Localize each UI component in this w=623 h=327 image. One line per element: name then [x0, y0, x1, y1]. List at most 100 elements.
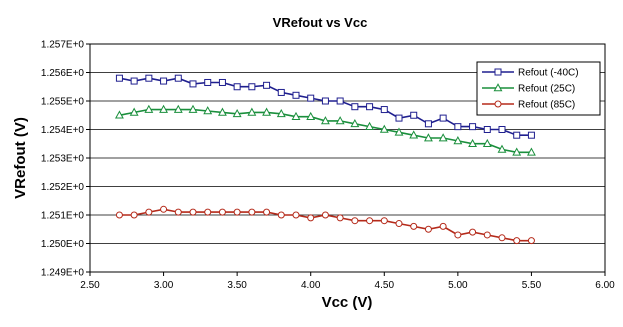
chart-title: VRefout vs Vcc: [273, 15, 368, 30]
y-tick-label: 1.255E+0: [41, 97, 85, 108]
data-point: [144, 104, 154, 113]
data-point: [160, 77, 168, 85]
data-point: [115, 74, 123, 82]
y-tick-label: 1.254E+0: [41, 125, 85, 136]
x-tick-label: 4.50: [375, 280, 395, 291]
data-point: [454, 123, 462, 131]
series-square: [115, 74, 535, 139]
data-point: [173, 104, 183, 113]
x-tick-label: 4.00: [301, 280, 321, 291]
y-axis-label: VRefout (V): [12, 117, 29, 199]
data-point: [366, 217, 374, 225]
data-point: [307, 94, 315, 102]
data-point: [189, 208, 197, 216]
data-point: [351, 217, 359, 225]
x-tick-label: 5.00: [448, 280, 468, 291]
data-point: [204, 78, 212, 86]
data-point: [263, 208, 271, 216]
data-point: [469, 123, 477, 131]
x-tick-label: 6.00: [595, 280, 615, 291]
x-tick-label: 3.50: [227, 280, 247, 291]
data-point: [276, 108, 286, 118]
data-point: [453, 136, 463, 145]
data-point: [482, 138, 492, 148]
data-point: [218, 208, 226, 216]
data-point: [336, 97, 344, 105]
data-point: [114, 110, 124, 119]
x-tick-label: 5.50: [522, 280, 542, 291]
data-point: [409, 130, 419, 139]
legend-label: Refout (25C): [518, 84, 575, 95]
data-point: [454, 231, 462, 239]
data-point: [248, 208, 256, 216]
data-point: [306, 111, 316, 120]
data-point: [263, 81, 271, 89]
data-point: [439, 222, 447, 230]
data-point: [394, 127, 404, 136]
data-point: [291, 111, 301, 120]
data-point: [247, 107, 257, 116]
data-point: [307, 214, 315, 222]
data-point: [320, 116, 330, 125]
x-axis-label: Vcc (V): [322, 294, 373, 311]
legend-marker: [494, 68, 502, 76]
data-point: [366, 103, 374, 111]
data-point: [468, 138, 478, 148]
data-point: [130, 77, 138, 85]
data-point: [203, 106, 213, 115]
data-point: [218, 78, 226, 86]
data-point: [292, 211, 300, 219]
series-circle: [115, 205, 535, 245]
x-tick-label: 3.00: [154, 280, 174, 291]
legend-label: Refout (-40C): [518, 68, 579, 79]
data-point: [438, 133, 448, 142]
data-point: [232, 108, 242, 118]
data-point: [380, 106, 388, 114]
legend-label: Refout (85C): [518, 100, 575, 111]
data-point: [350, 118, 360, 128]
series-triangle: [114, 104, 536, 156]
data-point: [130, 211, 138, 219]
data-point: [145, 208, 153, 216]
series-layer: [114, 74, 536, 245]
data-point: [410, 222, 418, 230]
data-point: [513, 131, 521, 139]
data-point: [498, 234, 506, 242]
data-point: [321, 97, 329, 105]
data-point: [513, 237, 521, 245]
data-point: [424, 225, 432, 233]
data-point: [395, 220, 403, 228]
data-point: [439, 114, 447, 122]
data-point: [410, 111, 418, 119]
data-point: [129, 107, 139, 116]
y-tick-label: 1.256E+0: [41, 68, 85, 79]
y-tick-label: 1.249E+0: [41, 268, 85, 279]
data-point: [174, 74, 182, 82]
data-point: [174, 208, 182, 216]
data-point: [277, 211, 285, 219]
data-point: [248, 83, 256, 91]
data-point: [292, 91, 300, 99]
y-tick-label: 1.253E+0: [41, 154, 85, 165]
x-tick-label: 2.50: [80, 280, 100, 291]
data-point: [365, 121, 375, 130]
y-tick-label: 1.257E+0: [41, 40, 85, 51]
data-point: [262, 107, 272, 116]
data-point: [424, 120, 432, 128]
data-point: [483, 231, 491, 239]
data-point: [277, 88, 285, 96]
data-point: [115, 211, 123, 219]
data-point: [527, 237, 535, 245]
data-point: [469, 228, 477, 236]
y-axis-ticks: 1.249E+0 1.250E+0 1.251E+0 1.252E+0 1.253E+0…: [41, 40, 90, 279]
legend: Refout (-40C) Refout (25C) Refout (85C): [476, 61, 601, 116]
data-point: [159, 104, 169, 113]
data-point: [526, 147, 536, 156]
data-point: [145, 74, 153, 82]
data-point: [512, 147, 522, 156]
legend-marker: [493, 83, 503, 92]
data-point: [380, 217, 388, 225]
data-point: [483, 126, 491, 133]
data-point: [498, 126, 506, 133]
data-point: [497, 144, 507, 153]
